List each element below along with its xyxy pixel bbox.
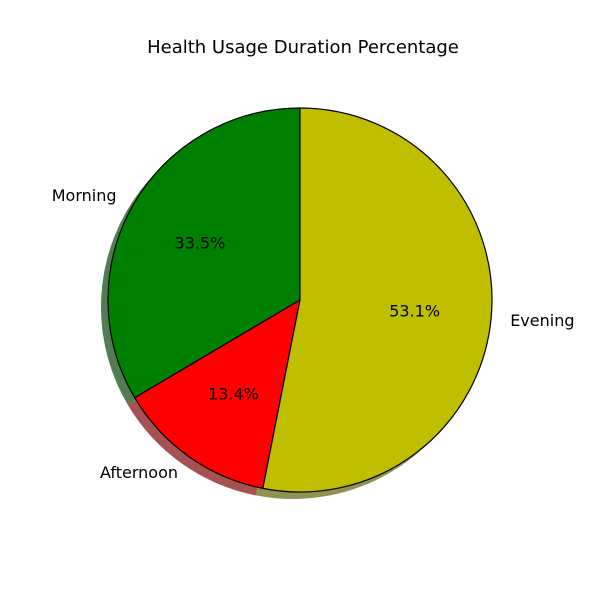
slice-label-afternoon: Afternoon xyxy=(100,463,178,482)
slice-percent-evening: 53.1% xyxy=(389,302,440,321)
slice-label-morning: Morning xyxy=(52,186,117,205)
pie-slice-afternoon xyxy=(134,299,301,489)
pie-slice-evening xyxy=(262,107,493,493)
pie-slices xyxy=(107,107,493,493)
slice-percent-afternoon: 13.4% xyxy=(208,385,259,404)
pie-labels: Morning 33.5% Afternoon 13.4% Evening 53.1% xyxy=(52,186,575,482)
slice-percent-morning: 33.5% xyxy=(175,233,226,252)
slice-label-evening: Evening xyxy=(510,311,574,330)
chart-title: Health Usage Duration Percentage xyxy=(147,37,459,58)
pie-slice-morning xyxy=(107,107,301,399)
